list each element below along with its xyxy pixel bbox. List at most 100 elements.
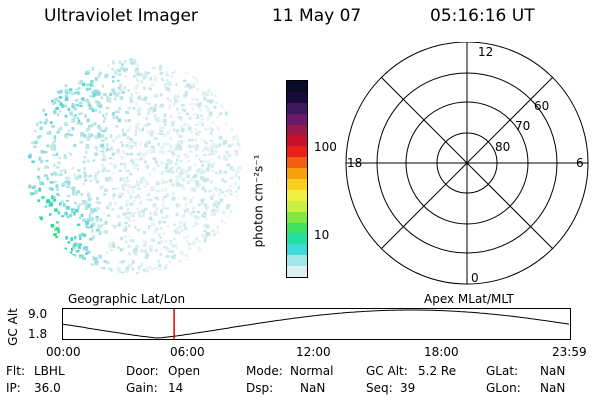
auroral-pixel <box>63 203 66 208</box>
auroral-pixel <box>142 268 147 272</box>
auroral-pixel <box>69 88 73 92</box>
auroral-pixel <box>166 247 170 251</box>
auroral-pixel <box>143 179 147 183</box>
auroral-pixel <box>191 210 196 213</box>
auroral-pixel <box>146 130 150 135</box>
auroral-pixel <box>178 134 183 139</box>
auroral-pixel <box>206 99 210 103</box>
auroral-pixel <box>132 219 136 222</box>
auroral-pixel <box>148 108 152 112</box>
auroral-pixel <box>161 215 166 219</box>
auroral-pixel <box>97 227 100 230</box>
auroral-pixel <box>74 201 77 205</box>
auroral-pixel <box>59 202 62 206</box>
auroral-pixel <box>97 225 102 228</box>
auroral-pixel <box>75 103 79 107</box>
auroral-pixel <box>139 180 144 184</box>
auroral-pixel <box>229 192 233 196</box>
auroral-pixel <box>126 176 129 179</box>
auroral-pixel <box>160 160 164 165</box>
auroral-pixel <box>238 176 241 180</box>
auroral-pixel <box>100 224 104 227</box>
auroral-pixel <box>88 125 92 128</box>
auroral-pixel <box>195 123 199 126</box>
auroral-pixel <box>182 213 185 217</box>
auroral-pixel <box>106 170 111 173</box>
auroral-pixel <box>135 68 139 71</box>
auroral-pixel <box>196 210 200 214</box>
auroral-pixel <box>163 142 167 146</box>
auroral-pixel <box>195 98 199 101</box>
auroral-pixel <box>71 103 75 106</box>
auroral-pixel <box>230 127 234 132</box>
auroral-pixel <box>210 92 213 97</box>
auroral-pixel <box>127 244 131 248</box>
auroral-pixel <box>38 187 41 192</box>
auroral-pixel <box>115 125 118 128</box>
auroral-pixel <box>152 203 156 208</box>
auroral-pixel <box>212 233 216 237</box>
auroral-pixel <box>208 189 212 193</box>
auroral-pixel <box>123 86 127 90</box>
auroral-pixel <box>191 97 195 101</box>
auroral-pixel <box>203 215 207 218</box>
auroral-pixel <box>173 229 176 233</box>
auroral-pixel <box>220 191 225 194</box>
auroral-pixel <box>58 127 62 132</box>
auroral-pixel <box>112 115 116 119</box>
auroral-pixel <box>200 160 204 163</box>
auroral-pixel <box>190 178 194 182</box>
auroral-pixel <box>212 151 216 156</box>
auroral-pixel <box>162 127 165 130</box>
auroral-pixel <box>139 265 142 269</box>
auroral-pixel <box>205 105 208 108</box>
auroral-pixel <box>223 194 227 198</box>
auroral-pixel <box>148 102 151 105</box>
auroral-pixel <box>224 222 228 225</box>
glat-value: NaN <box>540 364 566 378</box>
auroral-pixel <box>141 156 145 160</box>
auroral-pixel <box>70 208 75 211</box>
mode-value: Normal <box>290 364 334 378</box>
auroral-pixel <box>129 195 133 200</box>
auroral-pixel <box>200 176 204 180</box>
auroral-pixel <box>167 150 171 153</box>
auroral-pixel <box>175 83 178 86</box>
auroral-pixel <box>112 92 116 96</box>
auroral-pixel <box>211 149 214 153</box>
auroral-pixel <box>148 172 152 177</box>
auroral-pixel <box>77 91 80 95</box>
auroral-pixel <box>195 78 198 83</box>
colorbar-segment <box>287 200 307 212</box>
auroral-pixel <box>161 178 165 182</box>
auroral-pixel <box>88 214 91 217</box>
auroral-pixel <box>167 87 171 91</box>
auroral-pixel <box>178 172 182 176</box>
auroral-pixel <box>96 103 100 107</box>
auroral-pixel <box>197 121 201 125</box>
auroral-pixel <box>84 70 88 74</box>
auroral-pixel <box>31 192 35 195</box>
auroral-pixel <box>71 166 75 170</box>
auroral-pixel <box>153 106 157 109</box>
auroral-pixel <box>165 87 169 90</box>
auroral-pixel <box>93 89 98 92</box>
auroral-pixel <box>204 189 207 193</box>
auroral-pixel <box>150 106 153 110</box>
auroral-pixel <box>194 222 199 225</box>
auroral-pixel <box>50 187 54 191</box>
auroral-pixel <box>77 173 81 176</box>
auroral-pixel <box>41 196 45 199</box>
auroral-pixel <box>216 201 221 206</box>
auroral-pixel <box>168 99 172 103</box>
auroral-pixel <box>28 184 32 189</box>
auroral-pixel <box>151 83 155 87</box>
auroral-pixel <box>122 260 125 263</box>
auroral-pixel <box>165 269 168 272</box>
auroral-pixel <box>77 174 82 179</box>
auroral-pixel <box>159 65 162 69</box>
auroral-pixel <box>178 259 182 263</box>
auroral-pixel <box>144 250 147 253</box>
auroral-pixel <box>82 160 86 164</box>
auroral-pixel <box>124 240 128 244</box>
